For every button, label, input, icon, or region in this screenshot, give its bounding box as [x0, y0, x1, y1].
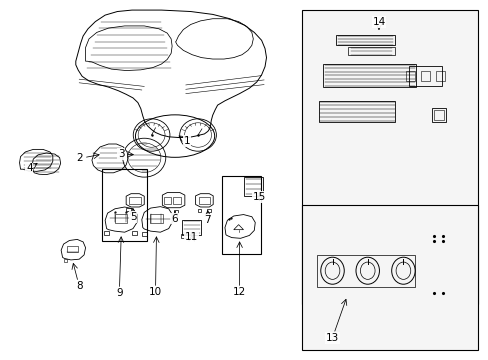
Bar: [63, 259, 67, 262]
Bar: [150, 215, 162, 223]
Bar: [182, 220, 201, 235]
Bar: [67, 246, 78, 252]
Text: 13: 13: [325, 333, 339, 343]
Bar: [173, 210, 178, 213]
Text: 4: 4: [26, 163, 33, 174]
Bar: [102, 169, 146, 241]
Text: 12: 12: [232, 287, 246, 297]
Text: 10: 10: [149, 287, 162, 297]
Text: 14: 14: [371, 17, 385, 27]
Text: 7: 7: [204, 215, 211, 225]
Text: 15: 15: [252, 192, 265, 202]
Bar: [181, 234, 192, 238]
Bar: [302, 205, 477, 350]
Bar: [129, 197, 141, 204]
Bar: [142, 232, 146, 236]
Bar: [244, 177, 262, 197]
Bar: [435, 71, 444, 81]
Text: 6: 6: [171, 213, 178, 224]
Bar: [207, 209, 211, 212]
Bar: [125, 208, 130, 211]
Bar: [406, 71, 414, 81]
Bar: [316, 255, 414, 287]
Bar: [431, 108, 446, 122]
Text: 3: 3: [118, 149, 124, 159]
Bar: [408, 66, 441, 85]
Text: 9: 9: [116, 288, 122, 298]
Bar: [199, 197, 209, 204]
Bar: [318, 101, 394, 122]
Bar: [173, 197, 181, 204]
Bar: [104, 231, 109, 235]
Bar: [420, 71, 429, 81]
Bar: [163, 197, 171, 204]
Bar: [336, 35, 394, 45]
Bar: [197, 209, 201, 212]
Text: 1: 1: [183, 136, 190, 146]
Bar: [347, 47, 394, 55]
Text: 11: 11: [184, 232, 198, 242]
Bar: [433, 110, 443, 120]
Bar: [322, 64, 415, 87]
Bar: [132, 231, 137, 235]
Text: 8: 8: [76, 281, 82, 291]
Text: 2: 2: [76, 153, 83, 163]
Bar: [302, 10, 477, 304]
Bar: [221, 176, 260, 254]
Text: 5: 5: [129, 212, 136, 222]
Bar: [115, 215, 127, 223]
